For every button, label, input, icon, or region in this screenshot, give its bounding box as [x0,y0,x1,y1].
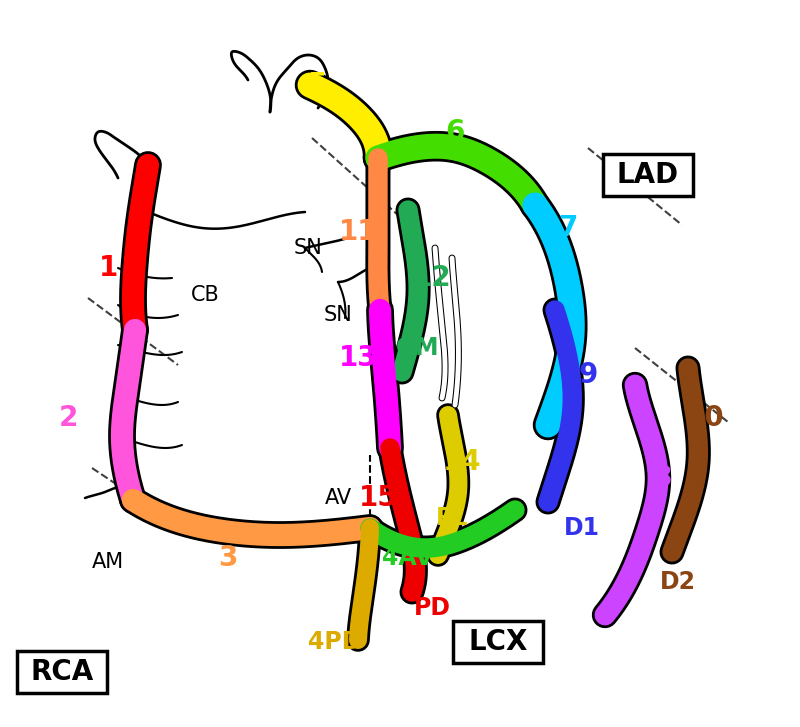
Text: 3: 3 [218,544,238,572]
Text: D2: D2 [660,570,696,594]
Text: LCX: LCX [468,628,528,656]
Text: 12: 12 [413,264,451,292]
Text: 15: 15 [358,484,398,512]
Text: CB: CB [190,285,219,305]
FancyBboxPatch shape [603,154,693,196]
Text: LAD: LAD [617,161,679,189]
Text: RCA: RCA [30,658,94,686]
Text: 11: 11 [338,218,378,246]
Text: 14: 14 [442,448,482,476]
Text: 4AV: 4AV [382,546,434,570]
Text: OM: OM [396,336,440,360]
Text: 4PD: 4PD [308,630,362,654]
Text: D1: D1 [564,516,600,540]
FancyBboxPatch shape [17,651,107,693]
Text: 9: 9 [578,361,598,389]
Text: 2: 2 [58,404,78,432]
Text: 8: 8 [652,464,672,492]
Text: PL: PL [436,506,468,530]
Text: AM: AM [92,552,124,572]
Text: SN: SN [294,238,322,258]
Text: SN: SN [324,305,352,325]
Text: 1: 1 [98,254,118,282]
Text: PD: PD [414,596,450,620]
Text: 5: 5 [308,71,328,99]
Text: 13: 13 [338,344,378,372]
Text: 10: 10 [686,404,724,432]
Text: 6: 6 [446,118,465,146]
Text: AV: AV [325,488,351,508]
FancyBboxPatch shape [453,621,543,663]
Text: 7: 7 [558,214,578,242]
